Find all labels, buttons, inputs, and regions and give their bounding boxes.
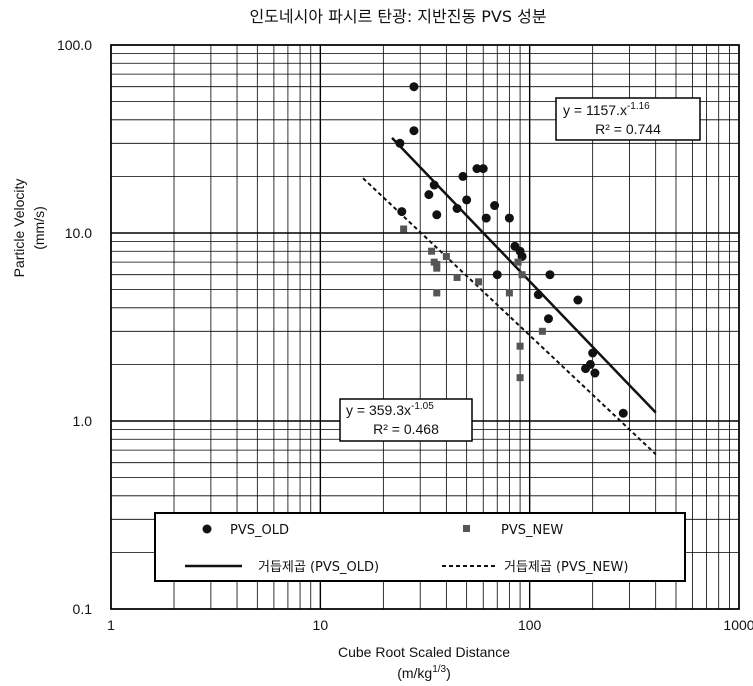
point-pvs-old — [424, 190, 434, 200]
equation-box-new-frame — [339, 398, 473, 442]
y-tick-label: 100.0 — [57, 37, 92, 53]
point-pvs-new — [453, 273, 461, 281]
point-pvs-old — [397, 207, 407, 217]
point-pvs-new — [518, 271, 526, 279]
legend-marker-pvs-old — [202, 524, 212, 534]
legend-label-pvs-old: PVS_OLD — [230, 523, 289, 538]
point-pvs-old — [462, 195, 472, 205]
point-pvs-old — [490, 201, 500, 211]
point-pvs-old — [395, 138, 405, 148]
y-axis-unit: (mm/s) — [31, 206, 47, 250]
x-axis-unit-base: (m/kg — [397, 665, 432, 681]
chart-title: 인도네시아 파시르 탄광: 지반진동 PVS 성분 — [249, 7, 546, 26]
point-pvs-new — [475, 278, 483, 286]
point-pvs-old — [590, 368, 600, 378]
legend-marker-pvs-new — [463, 525, 470, 532]
point-pvs-old — [618, 408, 628, 418]
x-axis-unit-sup: 1/3 — [432, 664, 446, 675]
legend-label-trend-new: 거듭제곱 (PVS_NEW) — [504, 560, 628, 575]
plot-frame — [110, 44, 740, 610]
point-pvs-new — [514, 258, 522, 266]
y-axis-label-group: Particle Velocity (mm/s) — [11, 179, 47, 278]
y-axis-label: Particle Velocity — [11, 179, 27, 278]
point-pvs-old — [533, 290, 543, 300]
equation-box-old: y = 1157.x-1.16 R² = 0.744 — [555, 97, 701, 141]
y-tick-label: 1.0 — [73, 413, 93, 429]
point-pvs-old — [472, 164, 482, 174]
point-pvs-new — [400, 225, 408, 233]
equation-box-new: y = 359.3x-1.05 R² = 0.468 — [339, 398, 473, 442]
point-pvs-new — [516, 342, 524, 350]
point-pvs-new — [442, 252, 450, 260]
equation-box-old-frame — [555, 97, 701, 141]
x-tick-labels: 1 10 100 1000 — [107, 617, 753, 633]
equation-old-exp: -1.16 — [627, 101, 650, 112]
legend-label-trend-old: 거듭제곱 (PVS_OLD) — [258, 560, 379, 575]
data-points — [395, 82, 628, 418]
x-axis-unit: (m/kg1/3) — [397, 664, 451, 681]
point-pvs-new — [433, 264, 441, 272]
r2-new: R² = 0.468 — [373, 421, 439, 437]
point-pvs-old — [573, 295, 583, 305]
point-pvs-old — [492, 270, 502, 280]
legend: PVS_OLD PVS_NEW 거듭제곱 (PVS_OLD) 거듭제곱 (PVS… — [154, 512, 686, 582]
r2-old: R² = 0.744 — [595, 121, 661, 137]
point-pvs-old — [545, 270, 555, 280]
point-pvs-old — [409, 126, 419, 136]
y-tick-labels: 0.1 1.0 10.0 100.0 — [57, 37, 92, 617]
point-pvs-old — [585, 359, 595, 369]
point-pvs-new — [433, 289, 441, 297]
equation-new: y = 359.3x-1.05 — [346, 401, 434, 418]
point-pvs-new — [428, 247, 436, 255]
equation-new-base: y = 359.3x — [346, 402, 411, 418]
x-axis-label: Cube Root Scaled Distance — [338, 644, 510, 660]
point-pvs-new — [505, 289, 513, 297]
x-tick-label: 100 — [518, 617, 542, 633]
point-pvs-old — [588, 348, 598, 358]
point-pvs-old — [452, 203, 462, 213]
point-pvs-new — [433, 260, 441, 268]
x-axis-unit-close: ) — [446, 665, 451, 681]
point-pvs-old — [458, 171, 468, 181]
x-tick-label: 10 — [313, 617, 329, 633]
equation-old-base: y = 1157.x — [563, 102, 627, 118]
point-pvs-new — [538, 327, 546, 335]
point-pvs-old — [429, 180, 439, 190]
legend-frame — [154, 512, 686, 582]
point-pvs-old — [432, 210, 442, 220]
point-pvs-old — [543, 314, 553, 324]
y-tick-label: 0.1 — [73, 601, 93, 617]
point-pvs-old — [504, 213, 514, 223]
point-pvs-old — [478, 164, 488, 174]
point-pvs-old — [409, 82, 419, 92]
equation-new-exp: -1.05 — [411, 401, 434, 412]
equation-old: y = 1157.x-1.16 — [563, 101, 650, 118]
point-pvs-old — [481, 213, 491, 223]
x-tick-label: 1 — [107, 617, 115, 633]
point-pvs-new — [516, 374, 524, 382]
y-tick-label: 10.0 — [65, 225, 92, 241]
legend-label-pvs-new: PVS_NEW — [501, 523, 563, 538]
x-tick-label: 1000 — [723, 617, 753, 633]
